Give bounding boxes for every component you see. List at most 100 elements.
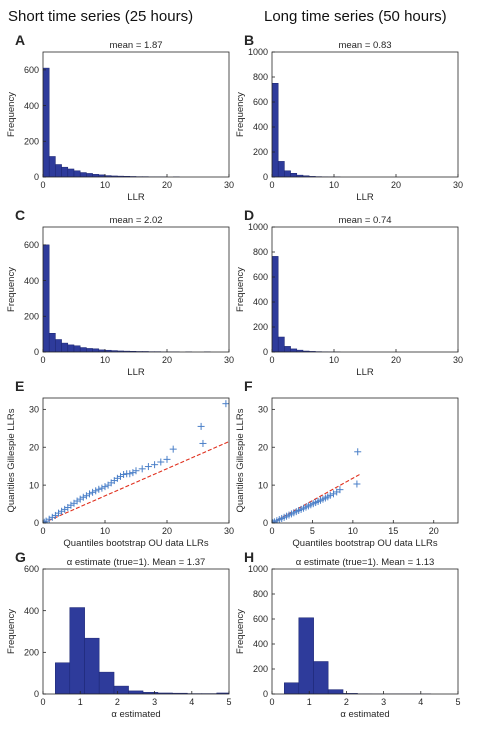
y-tick-label: 200 — [253, 664, 268, 674]
panel-f: F 0 5 10 15 20 0 10 20 30 Quantiles bootstrap OU d… — [235, 378, 459, 549]
y-tick-label: 0 — [263, 347, 268, 357]
x-tick-label: 5 — [310, 526, 315, 536]
histogram-bar — [79, 347, 87, 352]
y-tick-label: 400 — [24, 101, 39, 111]
histogram-bar — [277, 336, 285, 352]
histogram-bar — [290, 348, 298, 352]
histogram-bar — [61, 166, 69, 177]
x-tick-label: 20 — [162, 526, 172, 536]
histogram-bar — [86, 173, 93, 177]
x-tick-label: 4 — [189, 697, 194, 707]
histogram-bar — [55, 662, 71, 694]
histogram-bar — [92, 174, 100, 177]
x-axis-label: Quantiles bootstrap OU data LLRs — [63, 538, 208, 549]
y-tick-label: 200 — [24, 648, 39, 658]
plot-area — [43, 400, 229, 523]
qq-point — [353, 480, 361, 488]
qq-point — [101, 483, 109, 491]
x-tick-label: 0 — [40, 526, 45, 536]
axes-frame — [271, 568, 459, 695]
y-tick-label: 0 — [263, 172, 268, 182]
x-tick-label: 10 — [348, 526, 358, 536]
histogram-bar — [313, 661, 329, 694]
plot-area — [55, 607, 229, 694]
y-tick-label: 10 — [29, 480, 39, 490]
y-axis-label: Frequency — [6, 609, 17, 654]
y-tick-label: 200 — [253, 322, 268, 332]
qq-point — [92, 487, 100, 495]
y-tick-label: 600 — [253, 97, 268, 107]
histogram-bar — [61, 342, 69, 352]
x-tick-label: 5 — [226, 697, 231, 707]
panel-letter: C — [15, 207, 25, 223]
x-axis-label: Quantiles bootstrap OU data LLRs — [292, 538, 437, 549]
qq-point — [157, 458, 165, 466]
panel-title: mean = 2.02 — [109, 215, 162, 226]
y-tick-label: 400 — [253, 122, 268, 132]
panel-title: mean = 1.87 — [109, 40, 162, 51]
axes-frame — [42, 568, 230, 695]
x-tick-label: 0 — [40, 697, 45, 707]
y-tick-label: 600 — [253, 614, 268, 624]
x-tick-label: 20 — [391, 180, 401, 190]
histogram-bar — [284, 346, 291, 352]
qq-point — [354, 448, 362, 456]
histogram-bar — [48, 156, 56, 177]
axes-frame — [271, 226, 459, 353]
y-tick-label: 200 — [24, 136, 39, 146]
x-tick-label: 3 — [381, 697, 386, 707]
y-tick-label: 0 — [263, 689, 268, 699]
plot-area — [272, 83, 341, 177]
y-tick-label: 1000 — [248, 222, 268, 232]
panel-letter: E — [15, 378, 24, 394]
histogram-bar — [43, 244, 50, 352]
y-tick-label: 1000 — [248, 47, 268, 57]
qq-point — [98, 484, 106, 492]
axes-frame — [42, 397, 230, 524]
qq-point — [163, 455, 171, 463]
histogram-bar — [128, 690, 144, 694]
x-axis-label: α estimated — [340, 709, 389, 720]
plot-area — [43, 244, 211, 352]
x-tick-label: 10 — [100, 180, 110, 190]
y-axis-label: Frequency — [6, 92, 17, 137]
y-axis-label: Quantiles Gillespie LLRs — [6, 408, 17, 512]
qq-point — [117, 472, 124, 480]
qq-point — [95, 485, 103, 493]
histogram-bar — [272, 256, 279, 352]
y-tick-label: 20 — [29, 442, 39, 452]
qq-reference-line — [43, 441, 229, 523]
qq-point — [126, 470, 134, 478]
histogram-bar — [86, 348, 93, 352]
x-axis-label: LLR — [356, 367, 374, 378]
panel-letter: A — [15, 32, 25, 48]
qq-point — [129, 469, 137, 477]
y-tick-label: 30 — [29, 405, 39, 415]
qq-reference-line — [272, 473, 362, 523]
panel-letter: B — [244, 32, 254, 48]
y-tick-label: 0 — [263, 518, 268, 528]
y-tick-label: 200 — [24, 311, 39, 321]
left-column-header: Short time series (25 hours) — [8, 8, 194, 25]
y-tick-label: 0 — [34, 518, 39, 528]
qq-point — [58, 507, 66, 515]
x-tick-label: 15 — [388, 526, 398, 536]
qq-point — [43, 518, 48, 523]
y-tick-label: 600 — [253, 272, 268, 282]
y-axis-label: Quantiles Gillespie LLRs — [235, 408, 246, 512]
x-tick-label: 0 — [40, 355, 45, 365]
qq-point — [89, 488, 97, 496]
histogram-bar — [48, 333, 56, 352]
qq-point — [79, 493, 87, 501]
y-tick-label: 20 — [258, 442, 268, 452]
axes-frame — [271, 397, 459, 524]
qq-point — [82, 492, 90, 500]
x-tick-label: 1 — [307, 697, 312, 707]
x-tick-label: 0 — [269, 697, 274, 707]
y-tick-label: 0 — [34, 347, 39, 357]
panel-letter: H — [244, 549, 254, 565]
